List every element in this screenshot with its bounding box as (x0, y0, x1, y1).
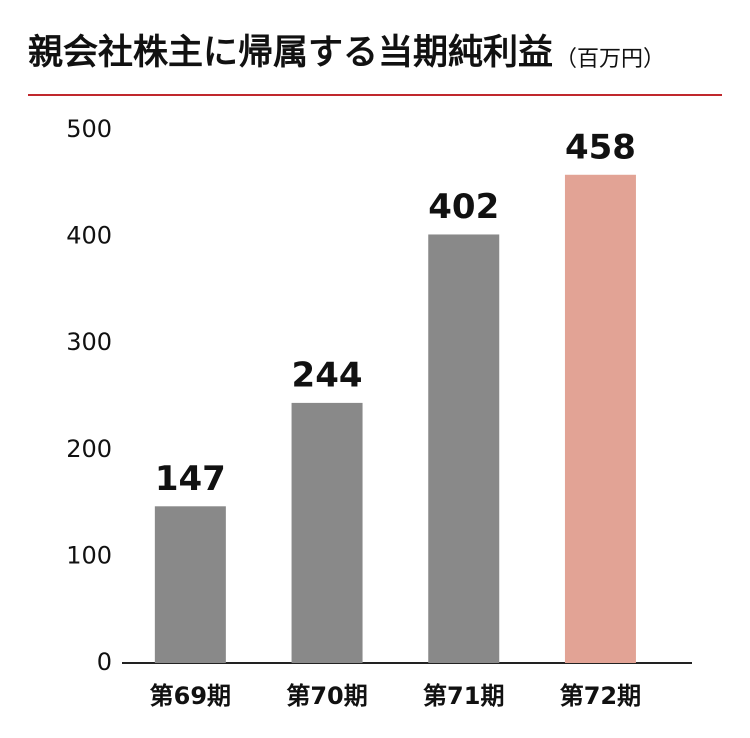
chart-subtitle: （百万円） (555, 47, 665, 72)
x-tick-label: 第69期 (150, 682, 231, 710)
bar (291, 402, 363, 663)
bar (154, 506, 226, 663)
x-tick-label: 第71期 (423, 682, 504, 710)
y-tick-label: 300 (66, 328, 112, 356)
y-tick-label: 500 (66, 115, 112, 143)
value-label: 458 (565, 127, 636, 167)
chart-title: 親会社株主に帰属する当期純利益 (28, 33, 553, 73)
x-tick-label: 第70期 (286, 682, 367, 710)
y-tick-label: 0 (97, 648, 112, 676)
value-label: 147 (155, 459, 226, 499)
value-label: 402 (428, 187, 499, 227)
bar (564, 174, 636, 663)
value-label: 244 (292, 355, 363, 395)
x-tick-label: 第72期 (560, 682, 641, 710)
y-tick-label: 400 (66, 222, 112, 250)
y-tick-label: 200 (66, 435, 112, 463)
y-tick-label: 100 (66, 541, 112, 569)
bar (428, 234, 500, 663)
